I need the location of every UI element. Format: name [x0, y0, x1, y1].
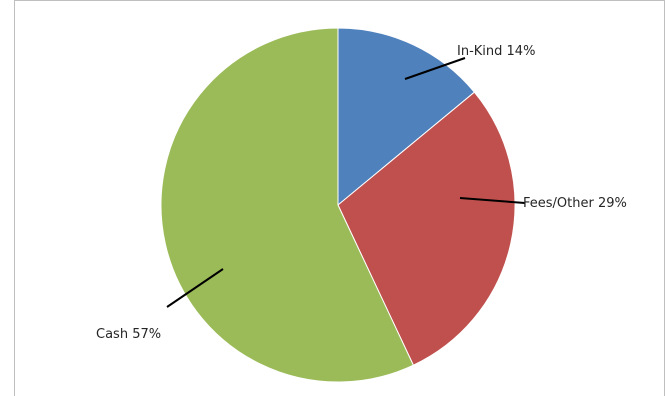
pie-slices [160, 27, 516, 383]
leader-line-cash [166, 268, 224, 308]
data-label-fees-other: Fees/Other 29% [523, 196, 627, 211]
leader-line-in-kind [404, 57, 466, 80]
pie-slice-fees-other [337, 91, 516, 366]
leader-lines [166, 57, 526, 308]
data-labels: In-Kind 14% Fees/Other 29% Cash 57% [96, 44, 627, 342]
pie-slice-cash [160, 27, 415, 383]
leader-line-fees-other [459, 197, 526, 204]
data-label-cash: Cash 57% [96, 327, 161, 342]
pie-slice-in-kind [337, 27, 476, 207]
data-label-in-kind: In-Kind 14% [457, 44, 535, 59]
